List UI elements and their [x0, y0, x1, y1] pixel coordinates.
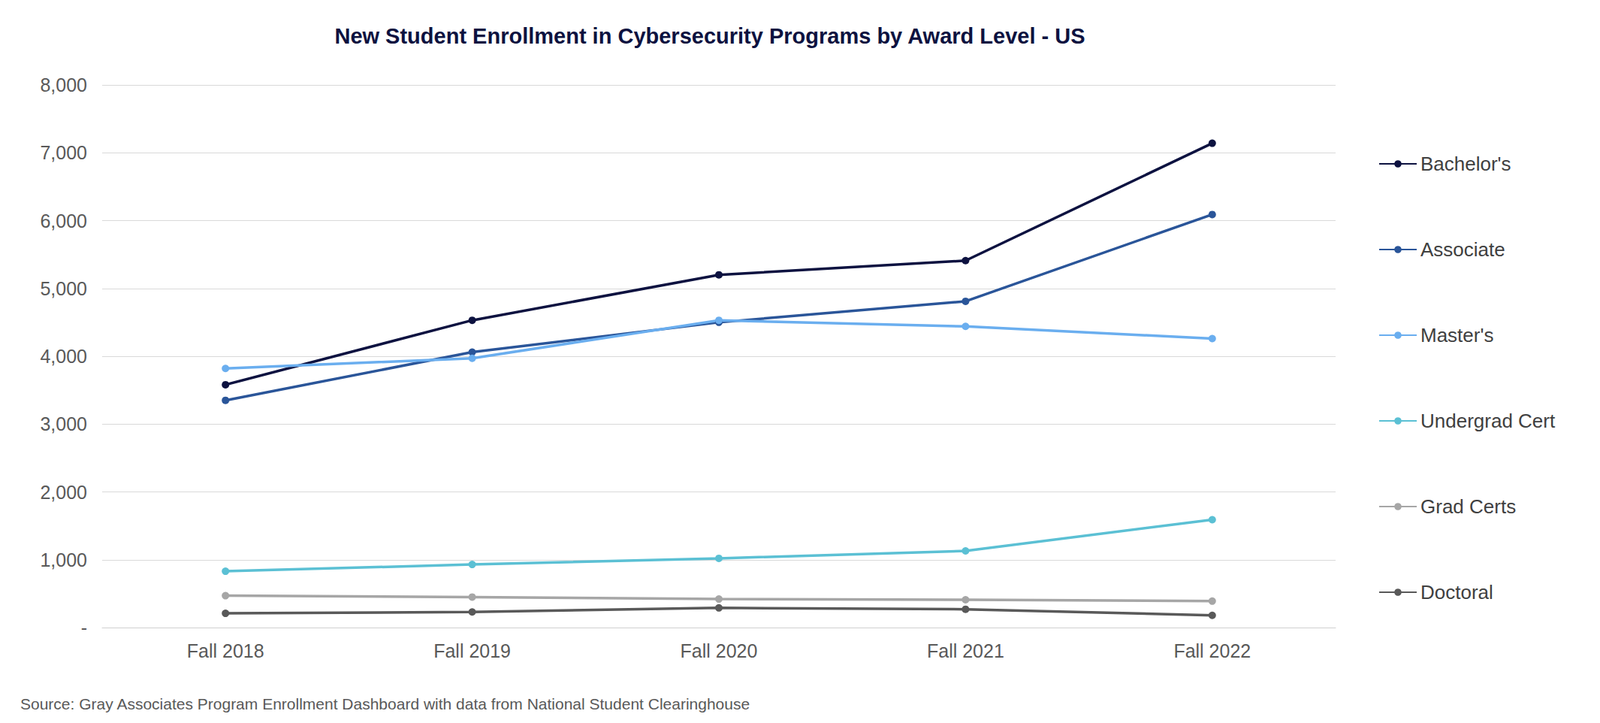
svg-text:Bachelor's: Bachelor's [1420, 152, 1512, 176]
svg-text:3,000: 3,000 [39, 413, 88, 435]
svg-text:New Student Enrollment in Cybe: New Student Enrollment in Cybersecurity … [334, 24, 1085, 49]
svg-text:4,000: 4,000 [39, 345, 88, 367]
svg-text:Source: Gray Associates Progra: Source: Gray Associates Program Enrollme… [20, 694, 750, 713]
svg-text:1,000: 1,000 [39, 549, 88, 571]
svg-text:Fall 2022: Fall 2022 [1173, 640, 1251, 662]
svg-text:2,000: 2,000 [39, 481, 88, 503]
svg-text:Doctoral: Doctoral [1420, 580, 1494, 604]
svg-text:Associate: Associate [1420, 238, 1506, 261]
svg-text:Fall 2021: Fall 2021 [926, 640, 1005, 662]
svg-text:Grad Certs: Grad Certs [1420, 495, 1516, 518]
svg-text:Fall 2020: Fall 2020 [680, 640, 758, 662]
svg-text:Master's: Master's [1420, 323, 1494, 347]
svg-text:-: - [81, 616, 88, 638]
svg-text:5,000: 5,000 [39, 277, 88, 299]
svg-text:7,000: 7,000 [39, 141, 88, 164]
svg-text:6,000: 6,000 [39, 210, 88, 232]
svg-text:Fall 2019: Fall 2019 [433, 640, 511, 662]
svg-text:Undergrad Cert: Undergrad Cert [1420, 409, 1556, 432]
svg-text:Fall 2018: Fall 2018 [187, 640, 265, 662]
svg-text:8,000: 8,000 [39, 74, 88, 96]
